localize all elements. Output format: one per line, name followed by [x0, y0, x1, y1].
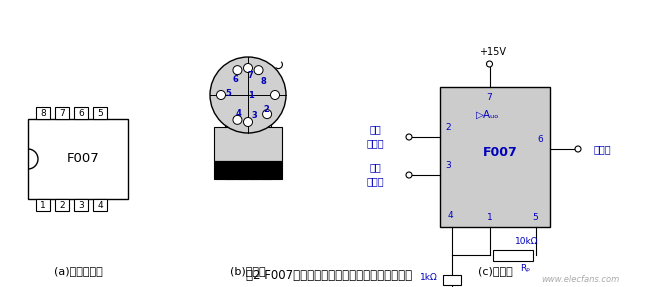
Bar — [74, 107, 88, 119]
Text: 6: 6 — [537, 135, 543, 144]
Circle shape — [216, 90, 226, 100]
Text: 2: 2 — [59, 201, 64, 210]
Circle shape — [243, 117, 253, 127]
Bar — [55, 199, 69, 211]
Bar — [214, 161, 282, 179]
Text: 输入端: 输入端 — [367, 138, 384, 148]
Bar — [93, 107, 107, 119]
Bar — [214, 127, 282, 161]
Bar — [443, 275, 461, 285]
Text: 5: 5 — [532, 212, 538, 222]
Text: F007: F007 — [66, 152, 99, 166]
Text: 3: 3 — [78, 201, 84, 210]
Text: 2: 2 — [263, 104, 269, 113]
Circle shape — [406, 172, 412, 178]
Text: F007: F007 — [482, 146, 517, 158]
Text: 5: 5 — [97, 108, 103, 117]
Text: 7: 7 — [247, 71, 253, 79]
Circle shape — [254, 66, 263, 75]
Text: 图2 F007集成运算放大器的外形、管脚和符号图: 图2 F007集成运算放大器的外形、管脚和符号图 — [246, 269, 412, 282]
Text: 5: 5 — [225, 88, 231, 98]
Text: (b)圆壳式: (b)圆壳式 — [230, 266, 266, 276]
Bar — [74, 199, 88, 211]
Text: 1: 1 — [487, 212, 493, 222]
Bar — [55, 107, 69, 119]
Bar — [237, 79, 247, 179]
Bar — [28, 119, 128, 199]
Text: 4: 4 — [235, 108, 241, 117]
Text: 3: 3 — [251, 110, 257, 119]
Text: 同相: 同相 — [369, 162, 381, 172]
Text: 1kΩ: 1kΩ — [420, 272, 438, 282]
Circle shape — [406, 134, 412, 140]
Circle shape — [233, 66, 242, 75]
Text: 8: 8 — [40, 108, 46, 117]
Text: 7: 7 — [59, 108, 65, 117]
Bar — [440, 87, 550, 227]
Text: Rₚ: Rₚ — [520, 265, 530, 274]
Circle shape — [270, 90, 280, 100]
Text: +15V: +15V — [479, 47, 506, 57]
Text: 8: 8 — [260, 77, 266, 86]
Text: 4: 4 — [447, 212, 453, 220]
Text: 输出端: 输出端 — [594, 144, 611, 154]
Bar — [249, 79, 259, 179]
Circle shape — [263, 110, 272, 119]
Text: 1: 1 — [248, 90, 254, 100]
Text: 输入端: 输入端 — [367, 176, 384, 186]
Text: 10kΩ: 10kΩ — [515, 236, 539, 245]
Text: www.elecfans.com: www.elecfans.com — [541, 274, 619, 284]
Text: 4: 4 — [97, 201, 103, 210]
Bar — [493, 249, 533, 261]
Circle shape — [210, 57, 286, 133]
Text: 2: 2 — [445, 123, 451, 133]
Bar — [36, 107, 50, 119]
Bar — [225, 79, 235, 179]
Bar — [261, 79, 271, 179]
Circle shape — [575, 146, 581, 152]
Text: 反相: 反相 — [369, 124, 381, 134]
Circle shape — [233, 115, 242, 124]
Text: 3: 3 — [445, 162, 451, 170]
Text: 6: 6 — [232, 75, 238, 84]
Text: (a)双列直插式: (a)双列直插式 — [53, 266, 103, 276]
Circle shape — [486, 61, 492, 67]
Text: (c)符号图: (c)符号图 — [478, 266, 513, 276]
Text: 6: 6 — [78, 108, 84, 117]
Text: 1: 1 — [40, 201, 46, 210]
Bar — [36, 199, 50, 211]
Text: ▷Aᵤₒ: ▷Aᵤₒ — [476, 110, 499, 120]
Bar — [93, 199, 107, 211]
Circle shape — [243, 63, 253, 73]
Text: 7: 7 — [487, 94, 492, 102]
